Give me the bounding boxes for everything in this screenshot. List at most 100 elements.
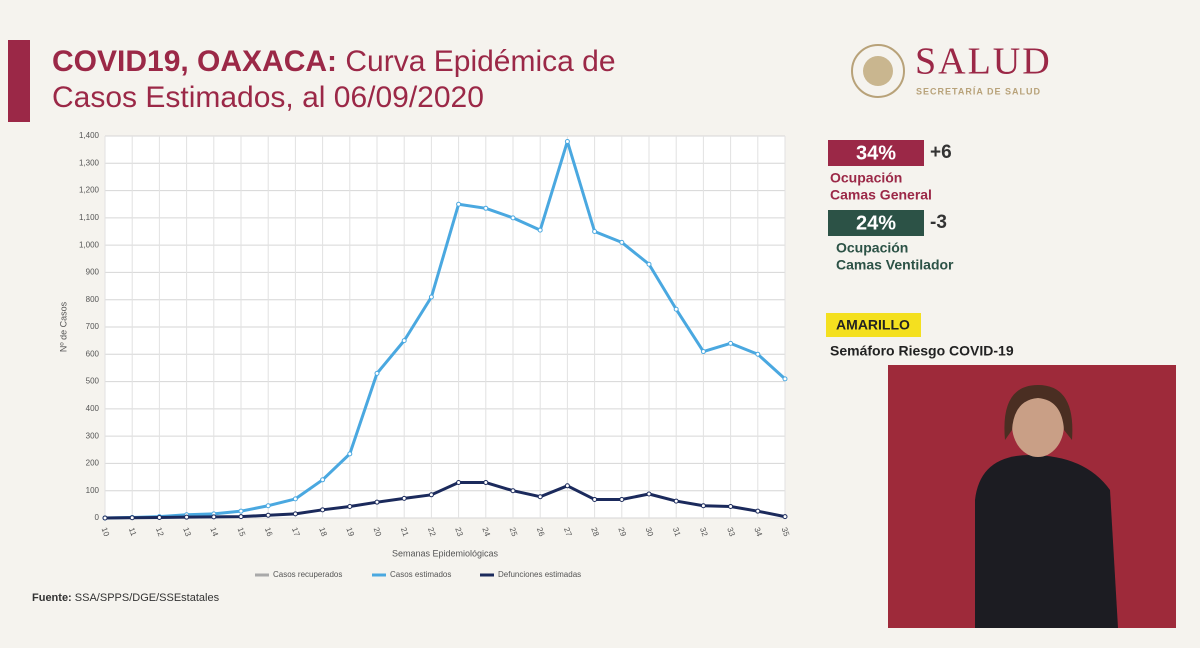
indicator-label: Ocupación <box>836 240 908 256</box>
point <box>755 508 761 514</box>
point <box>428 492 434 498</box>
point <box>292 511 298 517</box>
chart: 0 100 200 300 400 500 600 700 800 900 1,000 1,100 1,… <box>58 131 791 579</box>
title: COVID19, OAXACA: Curva Epidémica de <box>52 45 616 78</box>
x-tick-label: 26 <box>535 526 547 538</box>
y-tick-label: 700 <box>86 322 100 331</box>
x-tick-label: 18 <box>317 526 329 538</box>
title-line1: Curva Epidémica de <box>345 45 615 78</box>
source-text: SSA/SPPS/DGE/SSEstatales <box>75 592 220 604</box>
point <box>728 504 734 510</box>
x-tick-label: 20 <box>372 526 384 538</box>
point <box>728 340 734 346</box>
point <box>755 351 761 357</box>
x-tick-label: 30 <box>644 526 656 538</box>
y-tick-label: 800 <box>86 295 100 304</box>
x-tick-label: 29 <box>616 526 628 538</box>
indicator-label: Camas General <box>830 187 932 203</box>
point <box>537 494 543 500</box>
y-tick-label: 400 <box>86 404 100 413</box>
interpreter-face <box>1012 393 1064 457</box>
indicator-box <box>828 140 924 166</box>
title-line2: Casos Estimados, al 06/09/2020 <box>52 81 484 114</box>
point <box>401 495 407 501</box>
logo-seal <box>851 44 905 98</box>
legend-label: Casos estimados <box>390 570 451 579</box>
x-tick-label: 10 <box>100 526 112 538</box>
x-tick-label: 32 <box>698 526 710 538</box>
point <box>129 515 135 521</box>
x-tick-label: 21 <box>399 526 411 538</box>
x-tick-label: 19 <box>344 526 356 538</box>
point <box>347 451 353 457</box>
indicator-value: 24% <box>856 212 896 234</box>
point <box>673 498 679 504</box>
interpreter-body <box>975 455 1118 628</box>
y-axis-label: Nº de Casos <box>58 301 68 352</box>
point <box>102 515 108 521</box>
x-tick-label: 34 <box>752 526 764 538</box>
y-tick-label: 1,400 <box>79 131 100 140</box>
point <box>374 370 380 376</box>
y-tick-label: 1,200 <box>79 186 100 195</box>
point <box>564 138 570 144</box>
point <box>184 514 190 520</box>
x-tick-label: 16 <box>263 526 275 538</box>
logo-subtitle: SECRETARÍA DE SALUD <box>916 86 1041 96</box>
point <box>320 477 326 483</box>
y-tick-label: 1,300 <box>79 158 100 167</box>
semaforo-box <box>826 313 921 337</box>
x-tick-label: 23 <box>453 526 465 538</box>
point <box>401 338 407 344</box>
point <box>782 376 788 382</box>
point <box>510 488 516 494</box>
point <box>619 239 625 245</box>
x-tick-label: 28 <box>589 526 601 538</box>
logo-seal-inner <box>863 56 893 86</box>
series-line <box>104 481 786 520</box>
point <box>564 483 570 489</box>
indicator-box <box>828 210 924 236</box>
point <box>238 514 244 520</box>
point <box>292 496 298 502</box>
indicator-label: Ocupación <box>830 170 902 186</box>
y-tick-label: 100 <box>86 486 100 495</box>
legend-label: Casos recuperados <box>273 570 342 579</box>
point <box>483 205 489 211</box>
x-tick-label: 33 <box>725 526 737 538</box>
x-tick-label: 25 <box>508 526 520 538</box>
point <box>646 491 652 497</box>
y-tick-label: 900 <box>86 268 100 277</box>
x-tick-label: 17 <box>290 526 302 538</box>
point <box>428 294 434 300</box>
logo-name: SALUD <box>915 41 1052 83</box>
point <box>619 496 625 502</box>
point <box>265 512 271 518</box>
y-tick-label: 500 <box>86 377 100 386</box>
source: Fuente: SSA/SPPS/DGE/SSEstatales <box>32 592 220 604</box>
point <box>320 507 326 513</box>
point <box>238 508 244 514</box>
x-tick-label: 35 <box>780 526 792 538</box>
point <box>646 261 652 267</box>
y-tick-label: 200 <box>86 459 100 468</box>
point <box>456 201 462 207</box>
indicator-label: Camas Ventilador <box>836 257 954 273</box>
x-tick-label: 14 <box>208 526 220 538</box>
series-line <box>104 139 787 520</box>
x-tick-label: 24 <box>480 526 492 538</box>
point <box>537 227 543 233</box>
y-tick-label: 1,100 <box>79 213 100 222</box>
point <box>592 496 598 502</box>
point <box>483 480 489 486</box>
point <box>510 215 516 221</box>
point <box>211 514 217 520</box>
point <box>782 514 788 520</box>
indicator-change: -3 <box>930 212 947 233</box>
semaforo-label: Semáforo Riesgo COVID-19 <box>830 343 1014 359</box>
point <box>700 503 706 509</box>
point <box>347 504 353 510</box>
point <box>265 503 271 509</box>
source-label: Fuente: <box>32 592 72 604</box>
